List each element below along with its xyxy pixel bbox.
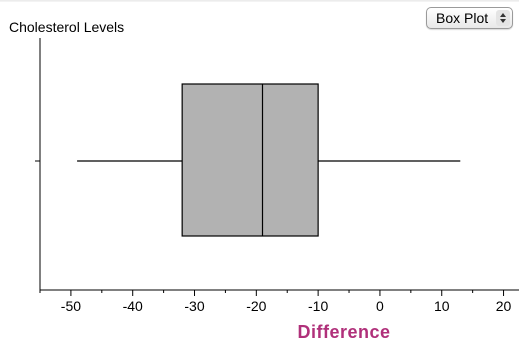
x-axis-ticks: -50 -40 -30 -20 -10 0 10 20 [39, 290, 512, 314]
top-divider [0, 0, 519, 2]
x-tick-label: 20 [496, 298, 512, 314]
x-tick-label: -20 [246, 298, 266, 314]
box-plot-series [77, 83, 461, 237]
chart-title: Cholesterol Levels [9, 19, 125, 35]
x-tick-label: -40 [123, 298, 143, 314]
x-tick-label: 10 [434, 298, 450, 314]
plot-type-select[interactable]: Box Plot [426, 7, 513, 29]
x-axis-label: Difference [297, 322, 390, 342]
x-tick-label: -30 [184, 298, 204, 314]
x-tick-label: -50 [61, 298, 81, 314]
plot-type-selected-label: Box Plot [436, 10, 489, 26]
up-down-arrows-icon [496, 10, 510, 26]
x-tick-label: -10 [308, 298, 328, 314]
x-tick-label: 0 [376, 298, 384, 314]
interquartile-box [181, 83, 319, 237]
